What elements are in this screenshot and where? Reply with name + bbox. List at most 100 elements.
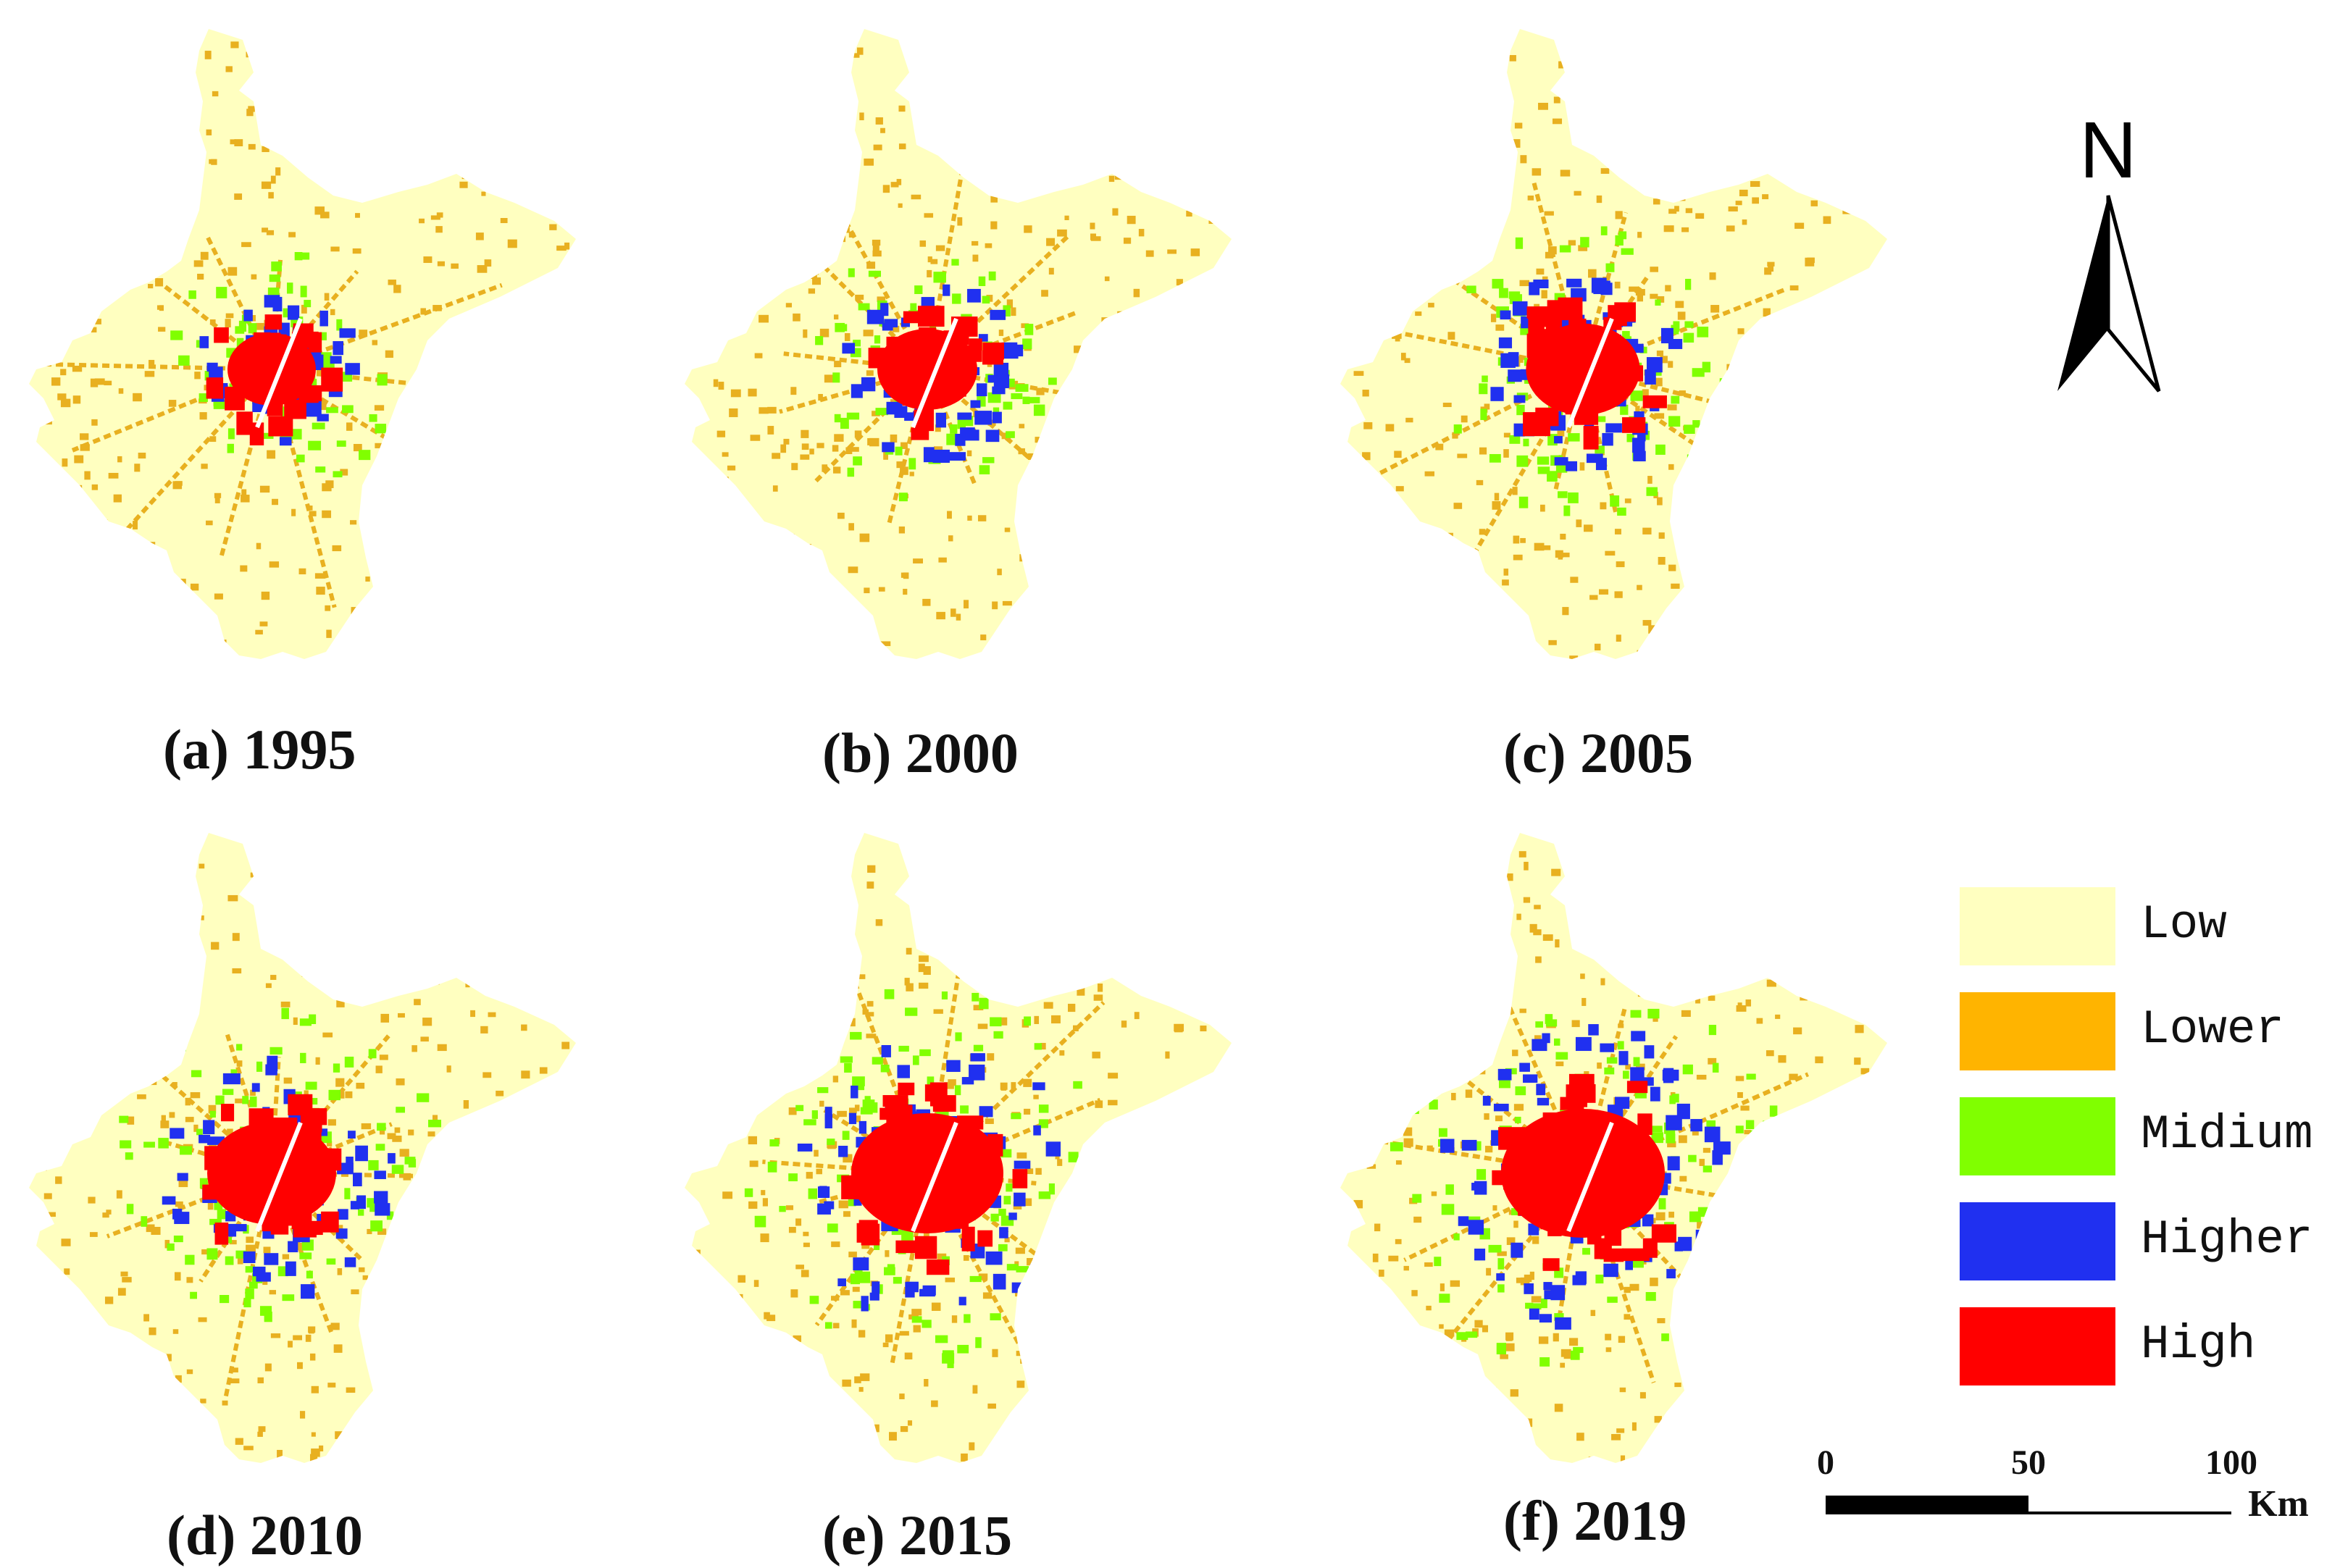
lower-patch: [858, 1387, 864, 1392]
midium-patch: [143, 1141, 155, 1148]
lower-patch: [172, 481, 183, 490]
midium-patch: [1563, 505, 1571, 516]
midium-patch: [884, 989, 895, 999]
lower-patch: [86, 150, 93, 156]
lower-patch: [316, 587, 325, 595]
lower-patch: [837, 967, 847, 973]
lower-patch: [819, 328, 830, 338]
lower-patch: [1171, 1252, 1182, 1260]
higher-patch: [881, 1044, 891, 1057]
lower-patch: [973, 110, 979, 118]
lower-patch: [770, 45, 780, 53]
lower-patch: [482, 1370, 487, 1377]
lower-patch: [197, 273, 204, 280]
midium-patch: [853, 456, 862, 466]
lower-patch: [743, 932, 753, 939]
lower-patch: [1433, 917, 1443, 925]
lower-patch: [858, 1330, 866, 1338]
lower-patch: [490, 164, 501, 169]
lower-patch: [1216, 112, 1226, 117]
lower-patch: [1785, 440, 1793, 448]
lower-patch: [327, 1119, 336, 1126]
lower-patch: [1117, 858, 1123, 865]
midium-patch: [895, 446, 903, 456]
lower-patch: [309, 511, 317, 516]
lower-patch: [561, 1004, 569, 1012]
lower-patch: [996, 190, 1006, 196]
lower-patch: [415, 39, 422, 45]
lower-patch: [809, 587, 817, 594]
midium-patch: [1682, 1064, 1693, 1075]
lower-patch: [456, 1271, 461, 1277]
midium-patch: [1515, 237, 1524, 249]
lower-patch: [801, 1270, 809, 1278]
high-patch: [1594, 1238, 1612, 1259]
lower-patch: [539, 1067, 548, 1074]
midium-patch: [1011, 1112, 1021, 1120]
lower-patch: [1098, 1263, 1108, 1271]
lower-patch: [1213, 391, 1224, 398]
midium-patch: [173, 1235, 183, 1243]
midium-patch: [264, 1312, 272, 1322]
lower-patch: [1077, 986, 1085, 996]
lower-patch: [845, 447, 853, 455]
higher-patch: [1602, 432, 1613, 446]
lower-patch: [336, 980, 342, 986]
lower-patch: [1723, 1315, 1729, 1325]
midium-patch: [125, 1152, 133, 1160]
lower-patch: [88, 849, 93, 857]
lower-patch: [1418, 1396, 1425, 1402]
midium-patch: [853, 340, 861, 347]
lower-patch: [99, 114, 106, 121]
lower-patch: [241, 495, 250, 503]
lower-patch: [1216, 62, 1224, 69]
lower-patch: [1731, 38, 1738, 43]
midium-patch: [1692, 368, 1705, 377]
higher-patch: [848, 1112, 857, 1125]
lower-patch: [935, 245, 945, 251]
lower-patch: [1746, 108, 1751, 115]
lower-patch: [1142, 1383, 1151, 1392]
midium-patch: [386, 1211, 394, 1220]
lower-patch: [1461, 415, 1468, 423]
lower-patch: [855, 1115, 861, 1123]
lower-patch: [1589, 68, 1599, 77]
midium-patch: [245, 1288, 254, 1299]
lower-patch: [435, 226, 443, 233]
lower-patch: [452, 388, 462, 398]
midium-patch: [1705, 1273, 1718, 1280]
lower-patch: [956, 613, 961, 621]
lower-patch: [556, 246, 567, 251]
lower-patch: [1842, 944, 1850, 952]
lower-patch: [136, 1048, 143, 1056]
high-patch: [321, 1211, 339, 1233]
lower-patch: [394, 872, 403, 877]
lower-patch: [437, 1044, 447, 1052]
lower-patch: [759, 407, 769, 414]
higher-patch: [872, 1281, 880, 1294]
high-patch: [898, 374, 914, 393]
lower-patch: [695, 1029, 705, 1039]
lower-patch: [77, 1433, 87, 1443]
lower-patch: [1637, 584, 1642, 590]
lower-patch: [521, 1024, 527, 1031]
lower-patch: [330, 246, 340, 252]
lower-patch: [1414, 563, 1421, 571]
lower-patch: [464, 869, 473, 876]
lower-patch: [1860, 380, 1866, 385]
lower-patch: [456, 1426, 462, 1431]
lower-patch: [1168, 1320, 1174, 1328]
lower-patch: [1600, 913, 1605, 921]
lower-patch: [266, 893, 271, 902]
lower-patch: [327, 1383, 336, 1388]
midium-patch: [840, 417, 849, 429]
lower-patch: [1721, 421, 1729, 427]
midium-patch: [1595, 445, 1605, 454]
lower-patch: [153, 1400, 160, 1408]
lower-patch: [417, 129, 424, 137]
high-patch: [929, 1129, 951, 1144]
midium-patch: [875, 408, 889, 416]
lower-patch: [1479, 910, 1486, 915]
lower-patch: [1176, 1170, 1184, 1178]
lower-patch: [1815, 1056, 1823, 1064]
